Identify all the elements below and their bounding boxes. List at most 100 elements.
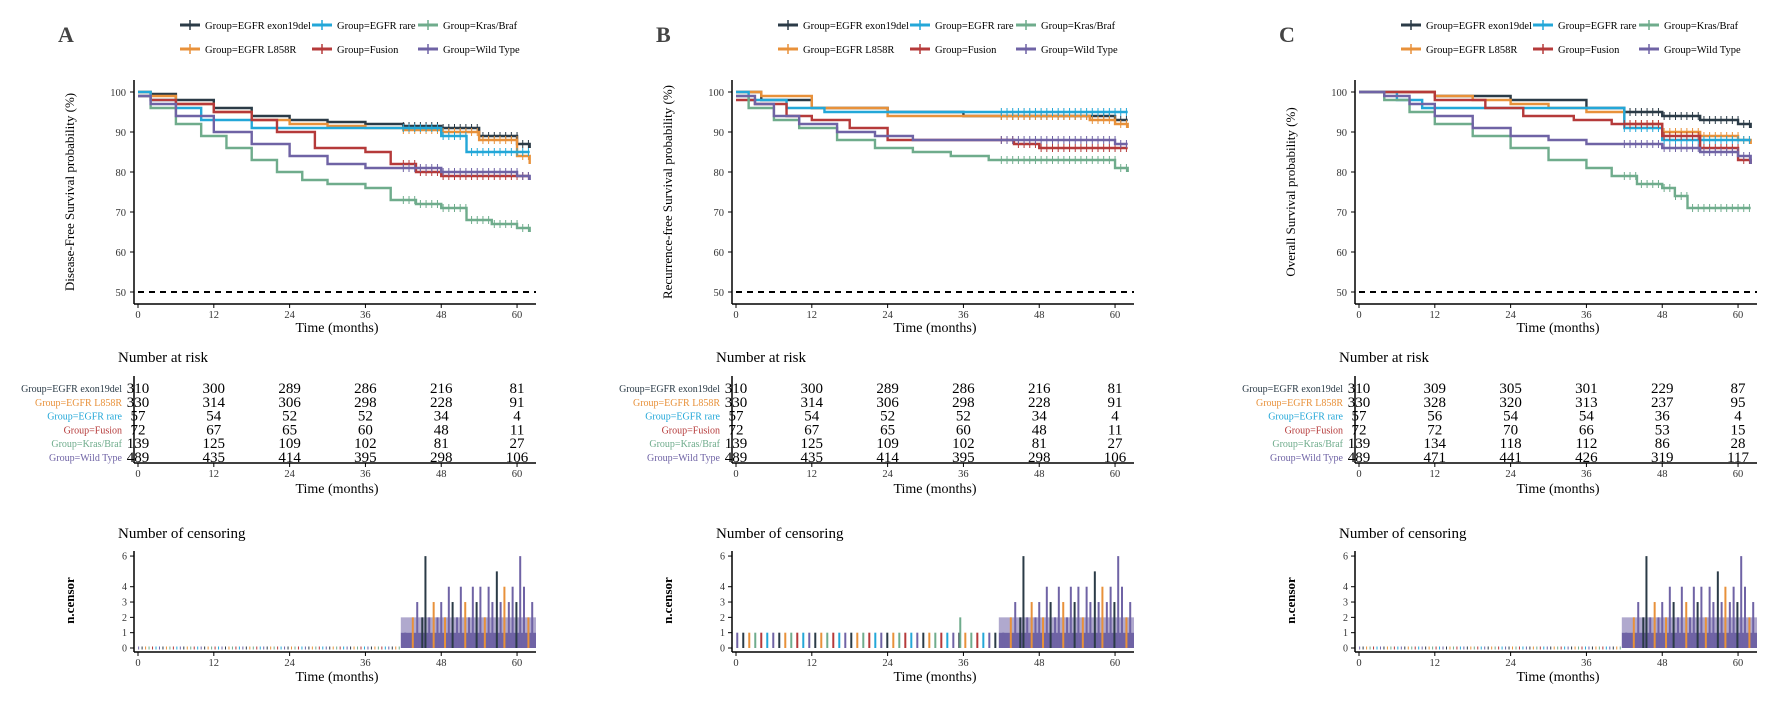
risk-row-label: Group=Wild Type [647,453,721,464]
risk-count: 435 [203,450,226,466]
censor-y-axis-label: n.censor [62,577,77,624]
censor-x-tick-label: 60 [512,658,523,669]
risk-count: 11 [1108,422,1122,438]
censor-x-tick-label: 12 [209,658,220,669]
risk-count: 57 [131,409,147,425]
risk-x-axis-label: Time (months) [295,482,378,497]
risk-count: 4 [1734,409,1742,425]
risk-count: 27 [1108,436,1124,452]
risk-count: 125 [801,436,824,452]
risk-row-label: Group=EGFR rare [645,412,720,423]
risk-count: 48 [1032,422,1047,438]
y-tick-label: 50 [1337,288,1348,299]
risk-row-label: Group=Fusion [1285,425,1343,436]
risk-count: 139 [127,436,150,452]
censor-y-tick-label: 1 [720,628,725,639]
risk-x-tick-label: 60 [512,469,523,480]
x-tick-label: 0 [1356,310,1361,321]
censor-y-tick-label: 2 [720,613,725,624]
risk-count: 109 [278,436,301,452]
x-axis-label: Time (months) [1516,321,1599,336]
censor-y-tick-label: 0 [1343,644,1348,655]
risk-row-label: Group=EGFR exon19del [619,384,720,395]
y-tick-label: 50 [714,288,725,299]
censor-x-tick-label: 0 [135,658,140,669]
risk-count: 11 [510,422,524,438]
censor-x-tick-label: 36 [1581,658,1592,669]
risk-table-title: Number at risk [1339,350,1429,366]
risk-count: 237 [1651,395,1674,411]
risk-count: 489 [1348,450,1371,466]
risk-count: 298 [952,395,975,411]
risk-count: 60 [358,422,373,438]
panel-c: C Group=EGFR exon19del Group=EGFR rare Grou… [1242,20,1757,685]
risk-count: 139 [1348,436,1371,452]
legend-label: Group=EGFR rare [1558,21,1637,32]
risk-count: 139 [725,436,748,452]
risk-row-label: Group=EGFR L858R [35,398,122,409]
risk-count: 426 [1575,450,1598,466]
x-tick-label: 36 [958,310,969,321]
legend-label: Group=Kras/Braf [443,21,518,32]
risk-count: 298 [354,395,377,411]
risk-x-tick-label: 48 [1657,469,1668,480]
survival-curve-wild-type [1359,90,1752,164]
legend-label: Group=EGFR rare [337,21,416,32]
censor-x-axis-label: Time (months) [893,670,976,685]
risk-count: 27 [510,436,526,452]
risk-count: 286 [354,381,377,397]
risk-count: 65 [880,422,895,438]
risk-count: 48 [434,422,449,438]
y-tick-label: 100 [110,88,126,99]
risk-count: 435 [801,450,824,466]
x-tick-label: 48 [436,310,447,321]
y-axis-label: Recurrence-free Survival probability (%) [660,85,675,299]
risk-x-tick-label: 36 [360,469,371,480]
risk-count: 95 [1731,395,1746,411]
risk-count: 395 [952,450,975,466]
risk-x-tick-label: 36 [1581,469,1592,480]
panel-label: C [1279,22,1295,47]
censor-y-axis-label: n.censor [660,577,675,624]
y-axis-label: Disease-Free Survival probability (%) [62,93,77,291]
risk-count: 117 [1727,450,1749,466]
risk-x-tick-label: 12 [807,469,818,480]
y-tick-label: 50 [116,288,127,299]
risk-count: 4 [513,409,521,425]
risk-count: 125 [203,436,226,452]
censor-y-tick-label: 2 [122,613,127,624]
censor-title: Number of censoring [1339,526,1467,542]
panel-label: B [656,22,671,47]
risk-count: 309 [1424,381,1447,397]
x-tick-label: 24 [1505,310,1516,321]
risk-x-tick-label: 12 [209,469,220,480]
x-tick-label: 24 [882,310,893,321]
risk-x-tick-label: 24 [1505,469,1516,480]
censor-x-axis-label: Time (months) [295,670,378,685]
x-tick-label: 60 [512,310,523,321]
censor-y-tick-label: 3 [122,598,127,609]
censor-title: Number of censoring [716,526,844,542]
risk-x-tick-label: 24 [882,469,893,480]
survival-curve-wild-type [736,94,1128,146]
legend-label: Group=Fusion [337,45,399,56]
y-tick-label: 70 [116,208,127,219]
risk-x-tick-label: 48 [1034,469,1045,480]
risk-count: 328 [1424,395,1447,411]
risk-count: 305 [1499,381,1522,397]
risk-row-label: Group=Kras/Braf [51,439,122,450]
risk-row-label: Group=EGFR L858R [1256,398,1343,409]
risk-count: 228 [1028,395,1051,411]
censor-y-tick-label: 0 [122,644,127,655]
risk-count: 53 [1655,422,1670,438]
risk-count: 72 [1352,422,1367,438]
censor-x-tick-label: 0 [1356,658,1361,669]
risk-count: 330 [1348,395,1371,411]
risk-count: 81 [434,436,449,452]
risk-x-tick-label: 0 [135,469,140,480]
risk-count: 4 [1111,409,1119,425]
risk-count: 109 [876,436,899,452]
risk-count: 118 [1500,436,1522,452]
risk-x-tick-label: 48 [436,469,447,480]
x-tick-label: 12 [209,310,220,321]
